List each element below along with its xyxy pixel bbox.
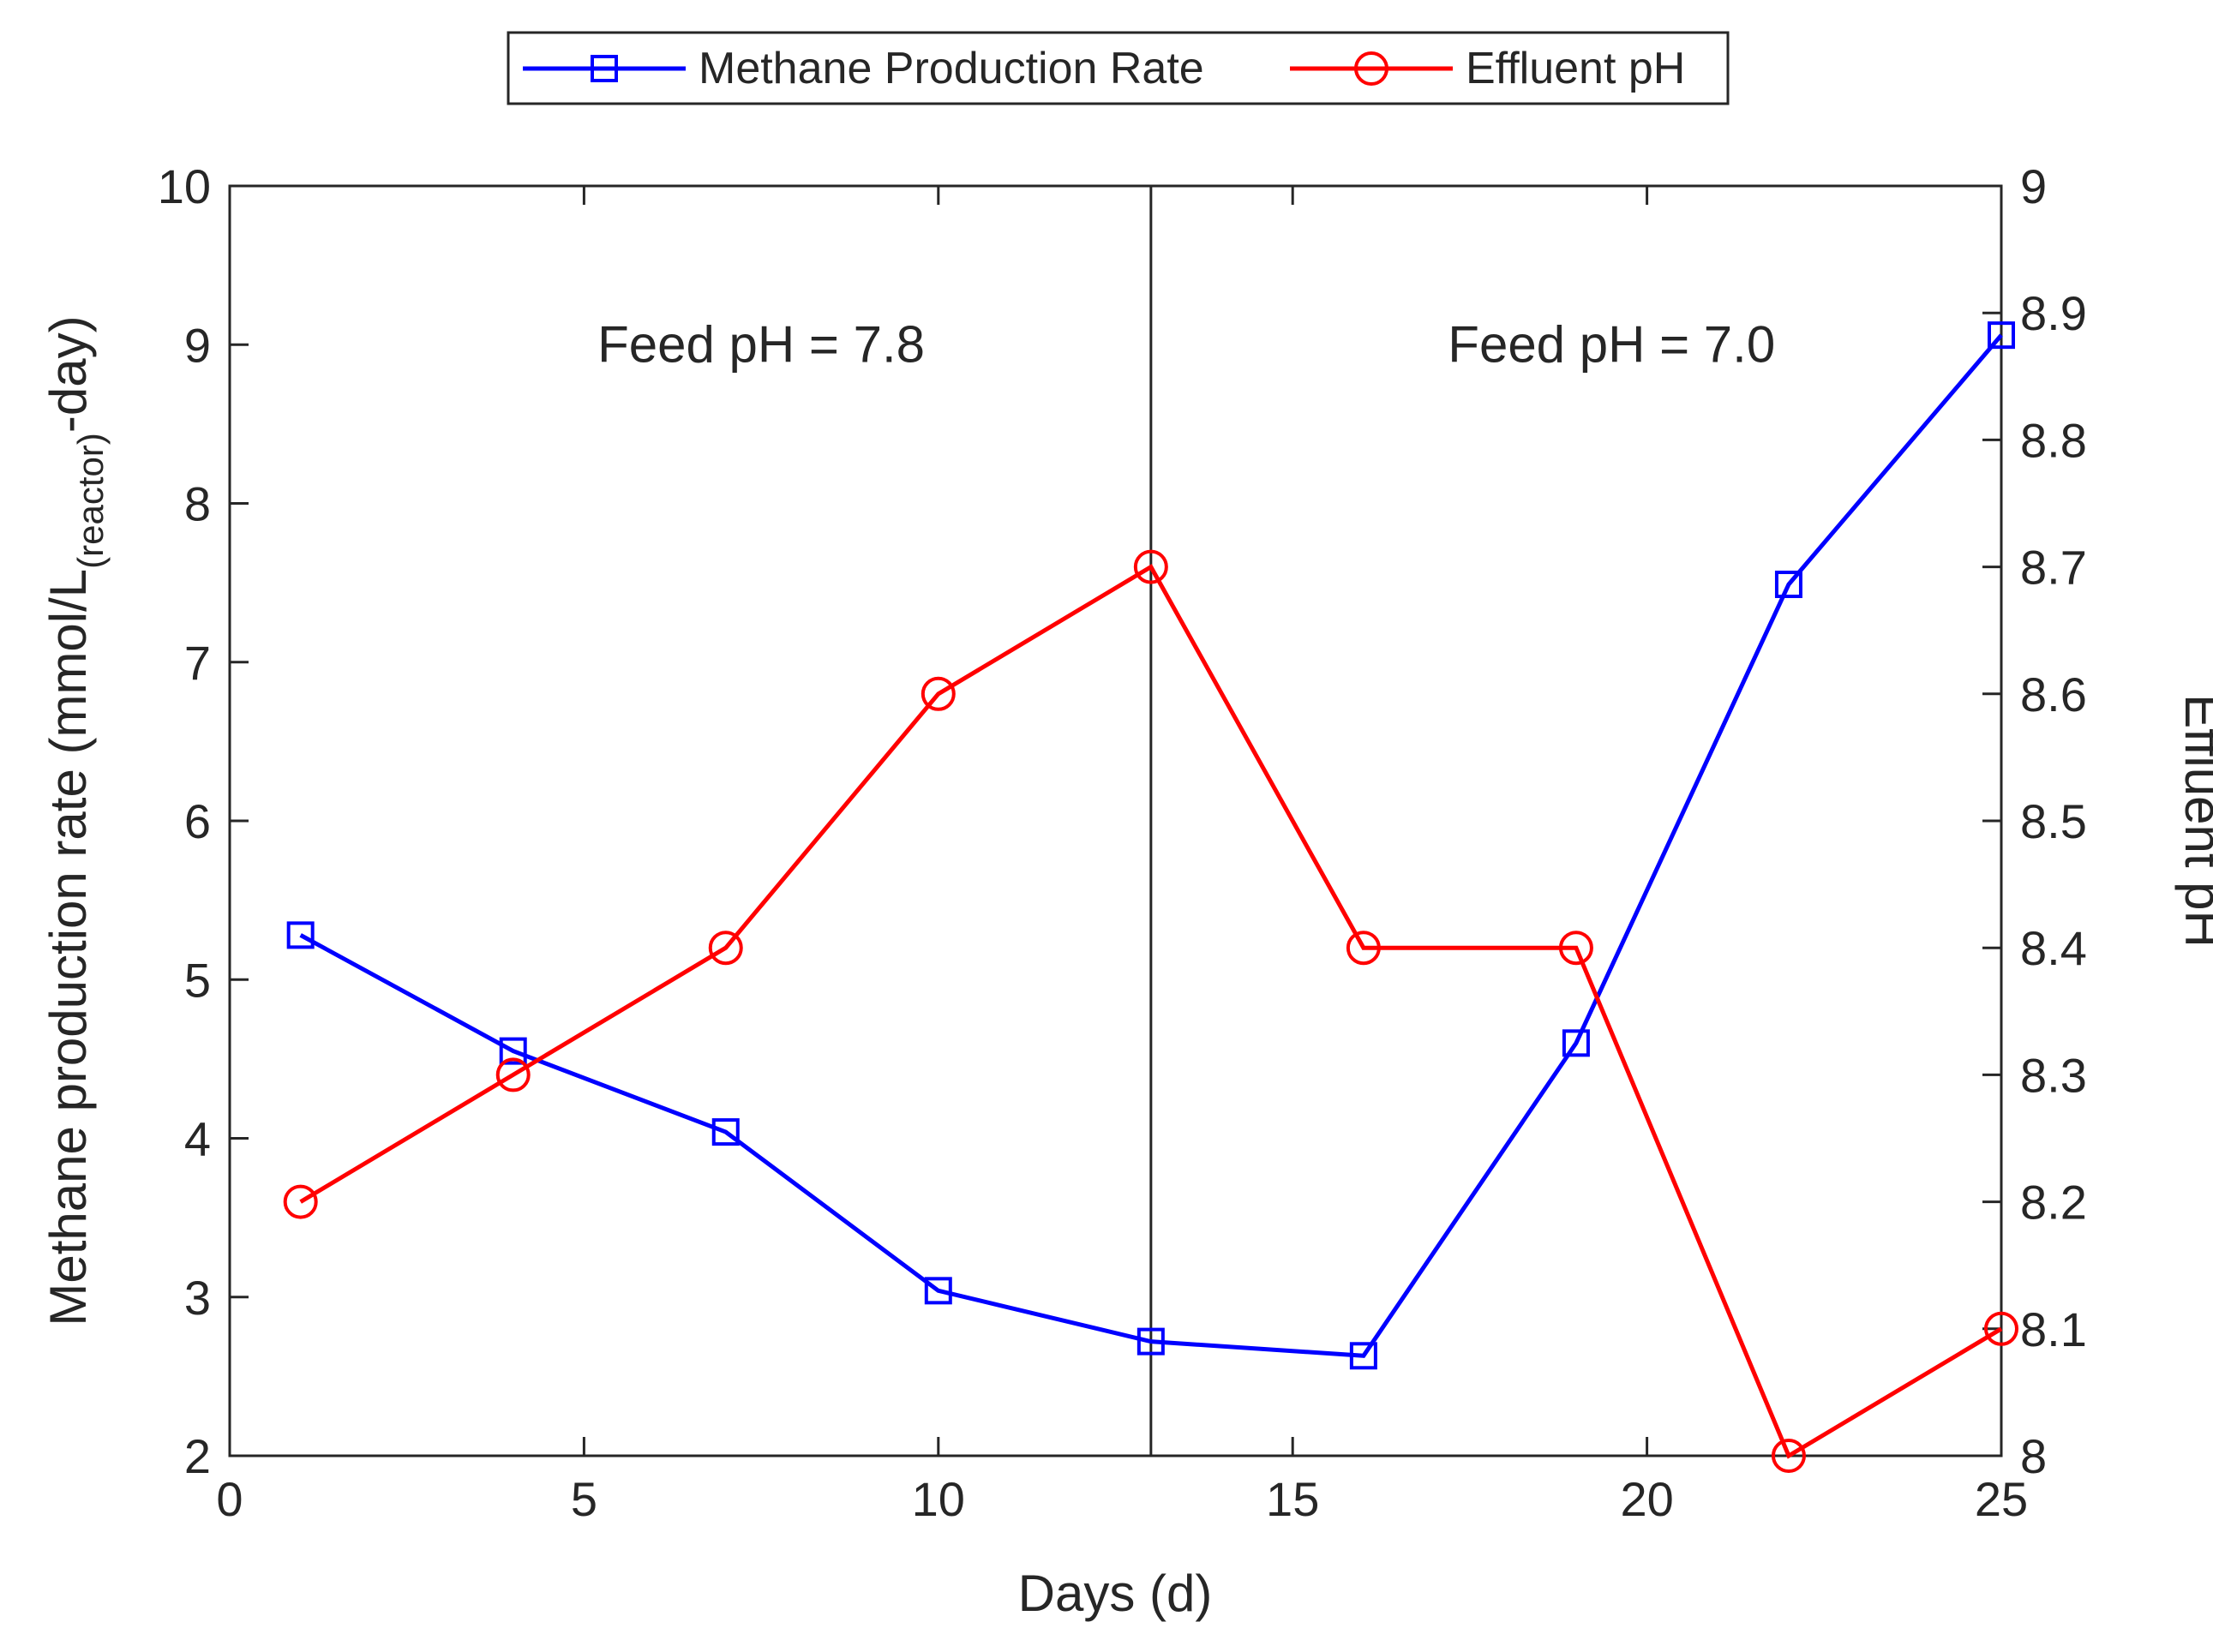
right-y-axis: 8 8.1 8.2 8.3 8.4 8.5 8.6 8.7 8.8 8.9 9 (1982, 159, 2087, 1483)
left-y-tick-label: 2 (184, 1429, 211, 1483)
left-y-tick-label: 6 (184, 794, 211, 848)
x-tick-label: 25 (1975, 1472, 2028, 1526)
data-point (1562, 1029, 1590, 1057)
legend-label-ph: Effluent pH (1466, 44, 1685, 93)
data-point (1133, 549, 1168, 584)
data-point (708, 931, 743, 966)
series-methane (286, 321, 2015, 1370)
right-y-tick-label: 8 (2020, 1429, 2047, 1483)
right-y-tick-label: 8.7 (2020, 541, 2087, 595)
x-tick-label: 0 (216, 1472, 243, 1526)
legend-box (507, 31, 1730, 105)
right-y-tick-label: 8.1 (2020, 1302, 2087, 1356)
left-y-axis-label-main: Methane production rate (mmol/L (39, 569, 97, 1326)
x-tick-label: 10 (912, 1472, 965, 1526)
x-tick-label: 20 (1620, 1472, 1673, 1526)
right-y-tick-label: 8.8 (2020, 413, 2087, 467)
legend-marker-methane (591, 55, 618, 82)
left-y-axis-label-suffix: -day) (39, 315, 97, 433)
data-point (921, 676, 956, 711)
right-y-tick-label: 8.2 (2020, 1176, 2087, 1230)
legend-marker-ph (1354, 51, 1388, 86)
left-y-axis-label-subscript: (reactor) (70, 433, 111, 569)
right-y-tick-label: 9 (2020, 159, 2047, 213)
right-y-tick-label: 8.9 (2020, 286, 2087, 340)
data-point (924, 1277, 952, 1305)
legend-label-methane: Methane Production Rate (699, 44, 1204, 93)
right-y-tick-label: 8.5 (2020, 794, 2087, 848)
right-y-tick-label: 8.4 (2020, 921, 2087, 975)
left-y-tick-label: 4 (184, 1112, 211, 1166)
left-y-axis: 2 3 4 5 6 7 8 9 10 (158, 159, 249, 1483)
data-point (1771, 1439, 1806, 1473)
data-point (283, 1184, 318, 1219)
left-y-tick-label: 5 (184, 953, 211, 1007)
left-y-tick-label: 3 (184, 1271, 211, 1325)
data-point (286, 921, 315, 949)
x-tick-label: 5 (571, 1472, 597, 1526)
x-axis-label: Days (d) (1018, 1565, 1213, 1622)
left-y-tick-label: 7 (184, 636, 211, 690)
data-point (1346, 931, 1381, 966)
right-y-axis-label: Effluent pH (2174, 694, 2213, 948)
data-point (1136, 1327, 1165, 1356)
x-axis: 0 5 10 15 20 25 (216, 186, 2028, 1526)
right-y-tick-label: 8.6 (2020, 667, 2087, 721)
left-y-tick-label: 8 (184, 477, 211, 531)
left-y-axis-label: Methane production rate (mmol/L(reactor)… (39, 315, 111, 1326)
series-effluent-ph (283, 549, 2018, 1473)
left-y-tick-label: 10 (158, 159, 211, 213)
legend: Methane Production Rate Effluent pH (507, 31, 1730, 105)
data-point (495, 1057, 531, 1092)
data-point (711, 1118, 740, 1146)
x-tick-label: 15 (1266, 1472, 1319, 1526)
left-y-tick-label: 9 (184, 318, 211, 372)
series-line (299, 564, 2003, 1459)
annotation-feed-ph-7-8: Feed pH = 7.8 (597, 315, 925, 373)
data-point (1349, 1342, 1377, 1370)
right-y-tick-label: 8.3 (2020, 1048, 2087, 1102)
data-point (1984, 1311, 2018, 1346)
data-point (1988, 321, 2015, 350)
data-point (1774, 570, 1802, 598)
data-point (499, 1037, 527, 1065)
series-line (299, 333, 2003, 1358)
data-point (1558, 931, 1593, 966)
annotation-feed-ph-7-0: Feed pH = 7.0 (1448, 315, 1775, 373)
plot-area (228, 184, 2003, 1457)
